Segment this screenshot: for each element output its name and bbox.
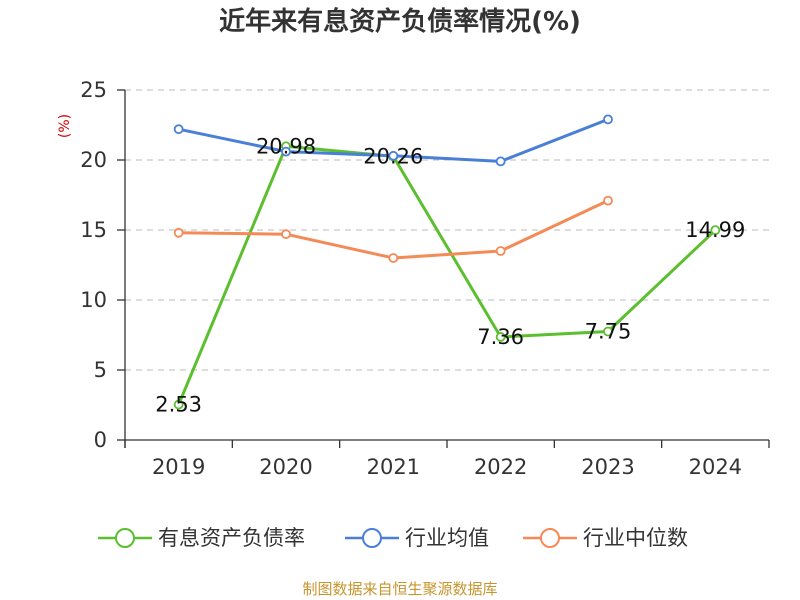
grid-lines xyxy=(125,89,769,371)
data-point xyxy=(495,156,506,167)
legend-item[interactable]: 行业中位数 xyxy=(523,526,688,550)
y-tick-label: 10 xyxy=(80,288,107,312)
data-point xyxy=(173,227,184,238)
data-point xyxy=(281,146,291,157)
y-tick-label: 15 xyxy=(80,218,107,242)
x-tick-label: 2024 xyxy=(689,455,742,479)
data-point xyxy=(173,399,184,410)
data-point xyxy=(603,326,613,337)
legend-label: 有息资产负债率 xyxy=(158,526,305,550)
data-label: 14.99 xyxy=(685,218,745,242)
data-point xyxy=(710,225,721,236)
data-point xyxy=(173,124,184,135)
y-tick-label: 0 xyxy=(94,428,107,452)
y-tick-label: 25 xyxy=(80,78,107,102)
y-tick-label: 5 xyxy=(94,358,107,382)
x-tick-label: 2023 xyxy=(581,455,634,479)
data-label: 7.36 xyxy=(477,325,524,349)
data-point xyxy=(281,229,291,240)
data-label: 20.26 xyxy=(363,144,423,168)
legend-label: 行业中位数 xyxy=(583,526,688,550)
data-labels: 2.53 20.98 20.26 7.36 7.75 14.99 xyxy=(155,134,745,416)
data-point xyxy=(388,150,399,161)
x-tick-label: 2022 xyxy=(474,455,527,479)
x-tick-label: 2019 xyxy=(152,455,205,479)
data-point xyxy=(603,114,613,125)
x-tick-labels: 2019 2020 2021 2022 2023 2024 xyxy=(152,455,742,479)
chart-title: 近年来有息资产负债率情况(%) xyxy=(219,6,581,37)
legend-label: 行业均值 xyxy=(405,526,489,550)
data-point xyxy=(603,195,613,206)
data-label: 7.75 xyxy=(585,320,632,344)
series-line xyxy=(177,144,717,406)
y-tick-label: 20 xyxy=(80,148,107,172)
data-point xyxy=(495,246,506,256)
legend-item[interactable]: 有息资产负债率 xyxy=(98,526,305,550)
data-label: 20.98 xyxy=(256,134,316,158)
axes xyxy=(117,89,770,448)
legend[interactable]: 有息资产负债率 行业均值 行业中位数 xyxy=(98,526,688,550)
legend-swatch-marker xyxy=(115,528,135,548)
data-point xyxy=(388,253,399,263)
series-lines xyxy=(173,114,721,410)
x-tick-label: 2020 xyxy=(259,455,312,479)
y-tick-labels: 0 5 10 15 20 25 xyxy=(80,78,107,452)
legend-swatch-marker xyxy=(362,528,382,548)
x-tick-label: 2021 xyxy=(367,455,420,479)
legend-item[interactable]: 行业均值 xyxy=(345,526,489,550)
y-axis-label: (%) xyxy=(57,114,73,138)
data-label: 2.53 xyxy=(155,393,202,417)
legend-swatch-marker xyxy=(540,528,560,548)
data-point xyxy=(495,332,506,342)
source-footer: 制图数据来自恒生聚源数据库 xyxy=(302,580,497,598)
